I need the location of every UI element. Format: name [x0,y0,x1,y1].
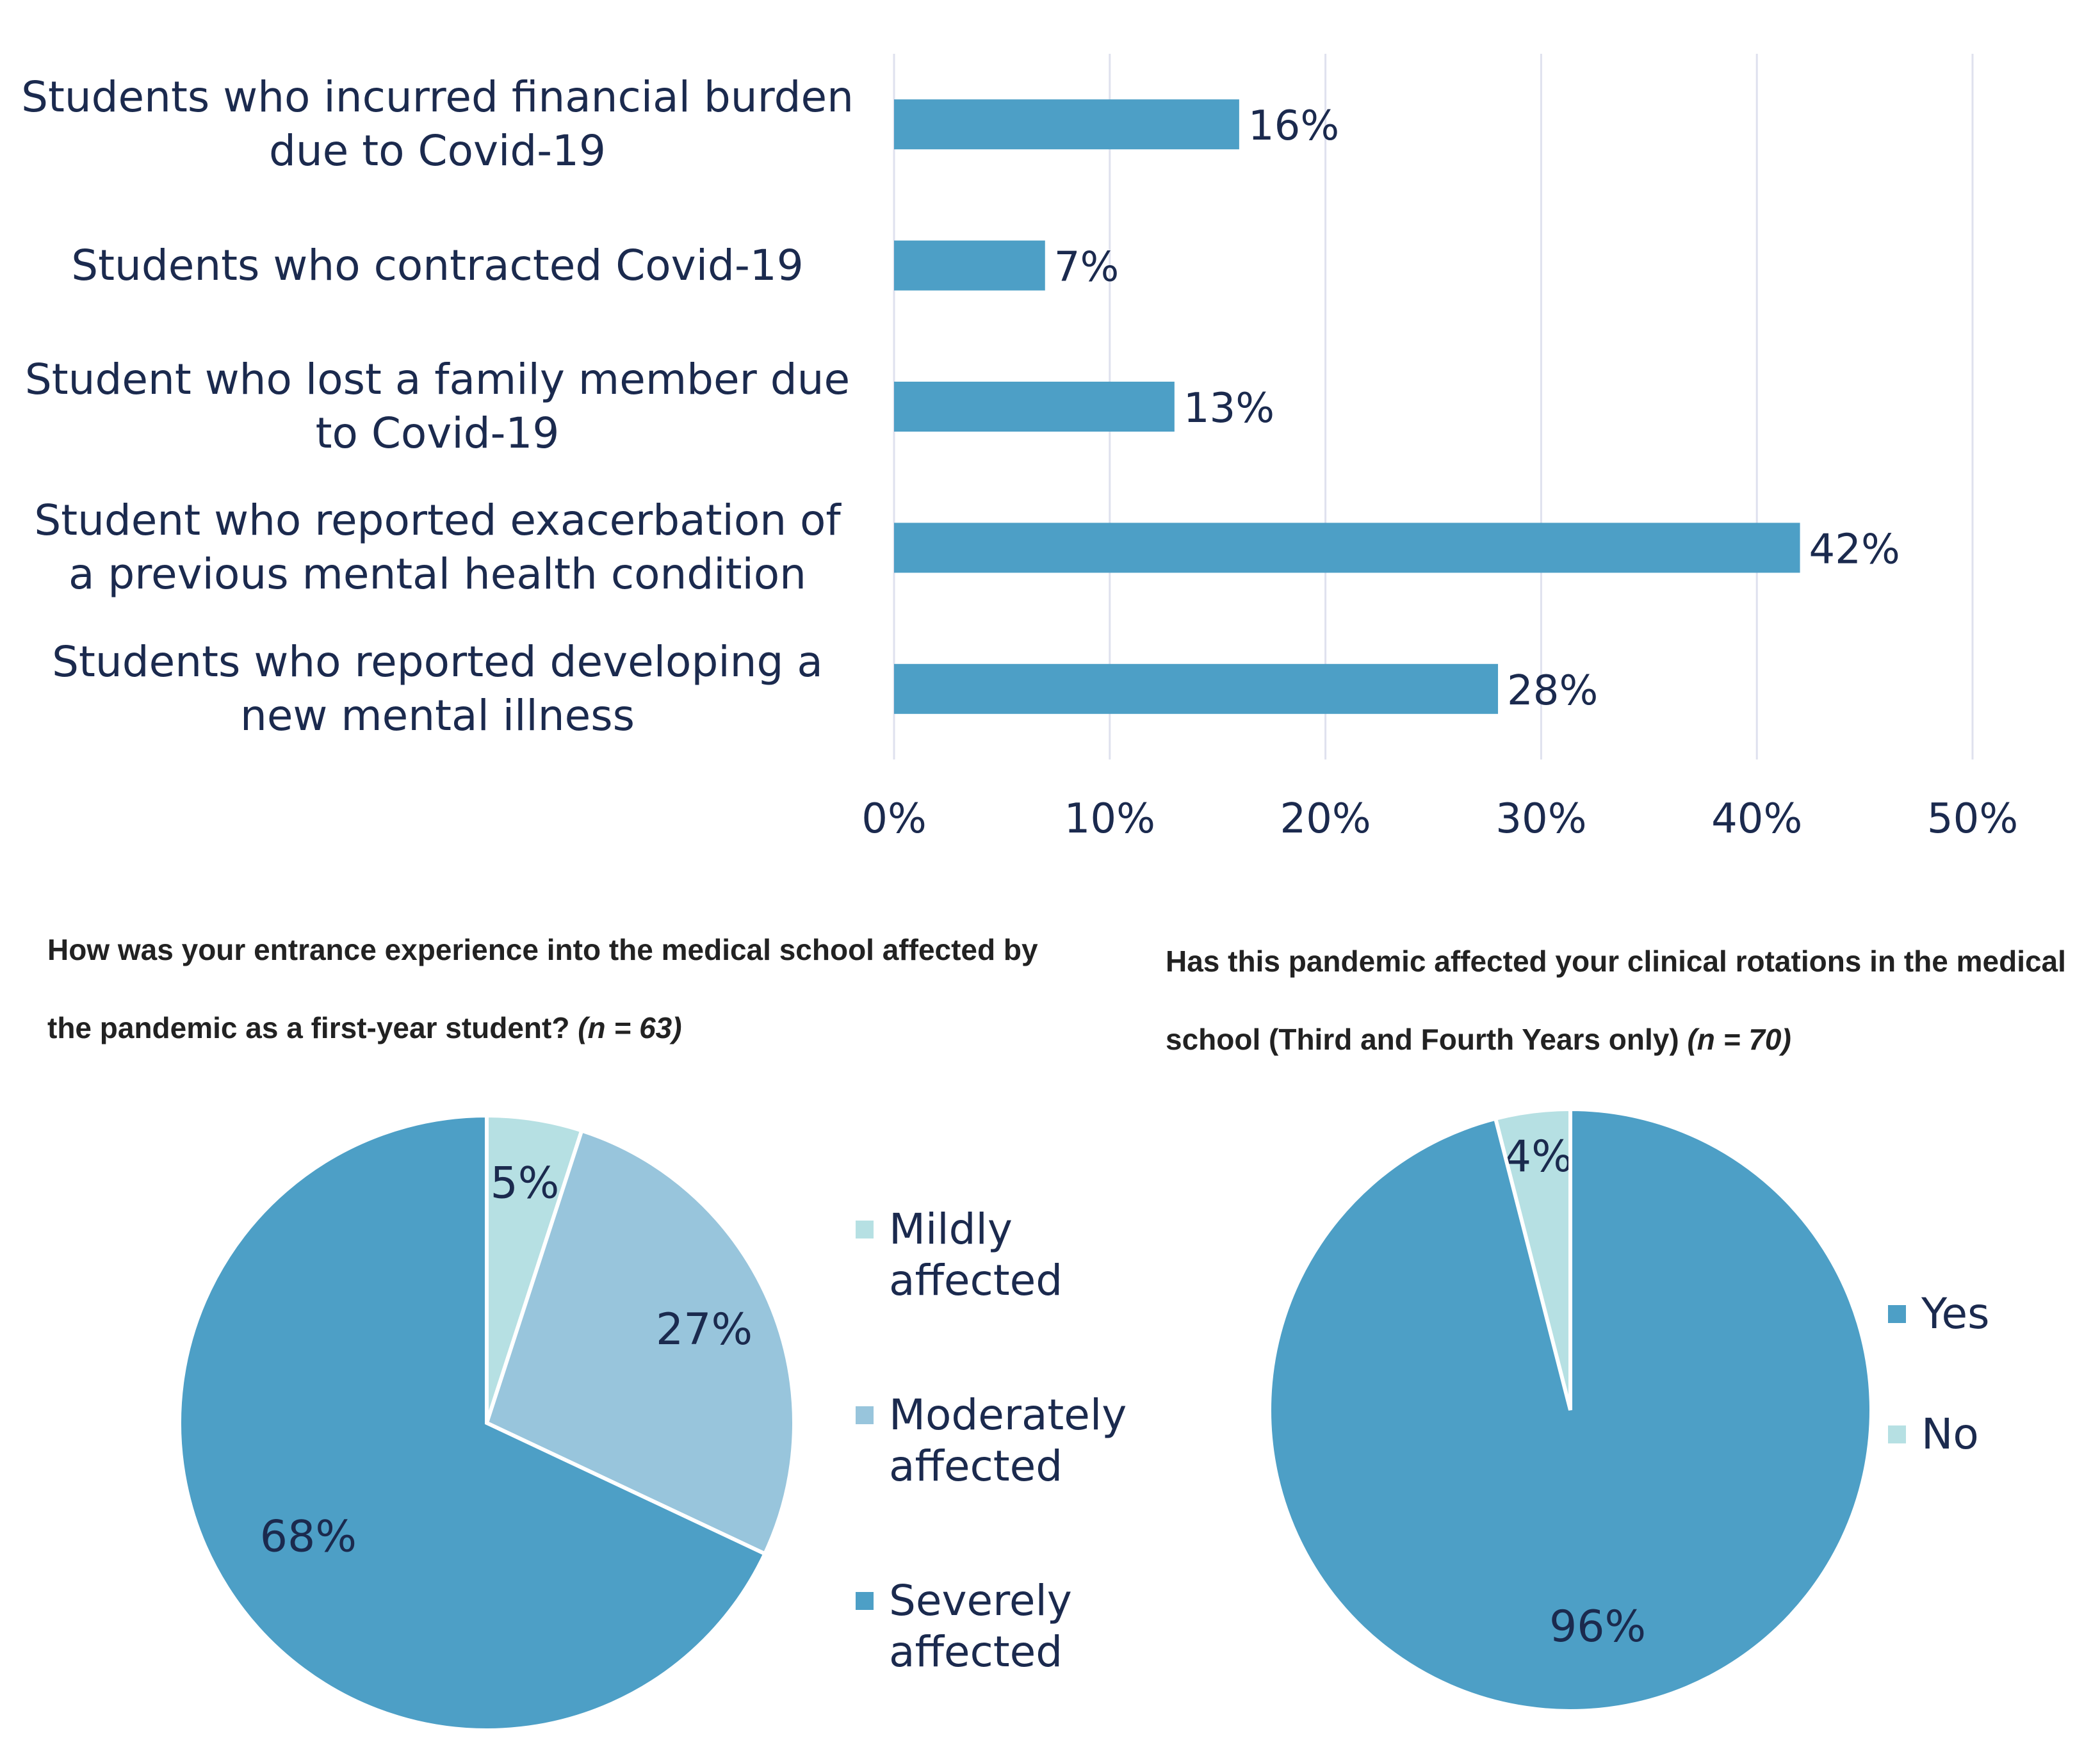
legend-item-mild: Mildly affected [856,1204,1125,1306]
bar-chart-plot: 0% 10% 20% 30% 40% 50% 16% 7% 13% 42% 28% [861,54,2018,843]
x-tick-label: 30% [1495,795,1586,843]
pie-entrance-slice-label: 68% [260,1512,357,1563]
pie-title-text: Has this pandemic affected your clinical… [1166,945,2066,1056]
legend-label-severe: Severely affected [889,1576,1072,1677]
legend-label-moderate: Moderately affected [889,1390,1127,1491]
pie-rotations-slice-label: 4% [1504,1132,1573,1182]
legend-item-no: No [1888,1409,1979,1460]
legend-swatch-moderate [856,1406,874,1424]
bar [894,99,1239,150]
bar [894,382,1175,432]
legend-swatch-no [1888,1425,1906,1443]
legend-item-moderate: Moderately affected [856,1390,1163,1492]
bar [894,240,1045,291]
bar-value-label: 7% [1054,244,1119,291]
pie-entrance-slice-label: 5% [490,1158,559,1208]
pie-n-label: (n = 63) [578,1011,682,1044]
legend-swatch-yes [1888,1305,1906,1323]
category-label: Students who reported developing a new m… [52,637,823,740]
bar-value-label: 13% [1184,385,1274,432]
legend-label-no: No [1921,1409,1979,1459]
legend-swatch-severe [856,1592,874,1610]
pie-title-text: How was your entrance experience into th… [47,933,1038,1044]
category-label: Student who reported exacerbation of a p… [34,496,841,599]
category-label: Student who lost a family member due to … [24,355,851,458]
pie-title-rotations: Has this pandemic affected your clinical… [1166,922,2088,1078]
x-tick-label: 20% [1280,795,1371,843]
x-tick-label: 50% [1927,795,2018,843]
category-label: Students who incurred financial burden d… [21,72,854,176]
legend-label-mild: Mildly affected [889,1205,1063,1305]
pie-entrance-slice [484,1128,796,1557]
legend-item-severe: Severely affected [856,1575,1125,1678]
category-label: Students who contracted Covid-19 [71,240,804,290]
pie-rotations-slice-label: 96% [1549,1602,1646,1652]
bar [894,663,1499,714]
pie-n-label: (n = 70) [1687,1023,1791,1056]
pie-rotations-slice [1267,1107,1874,1713]
bar-value-label: 28% [1507,667,1598,715]
x-tick-label: 0% [861,795,927,843]
bar [894,523,1800,573]
pie-rotations-slice [1493,1107,1572,1411]
x-tick-label: 10% [1064,795,1155,843]
pie-title-entrance: How was your entrance experience into th… [47,911,1085,1067]
legend-label-yes: Yes [1921,1289,1990,1338]
bar-value-label: 42% [1809,526,1900,573]
x-tick-label: 40% [1711,795,1802,843]
pie-entrance-slice [177,1113,768,1732]
legend-swatch-mild [856,1221,874,1238]
bar-value-label: 16% [1248,102,1339,150]
pie-entrance-slice [485,1113,585,1424]
legend-item-yes: Yes [1888,1288,1990,1340]
pie-entrance-slice-label: 27% [656,1304,753,1355]
